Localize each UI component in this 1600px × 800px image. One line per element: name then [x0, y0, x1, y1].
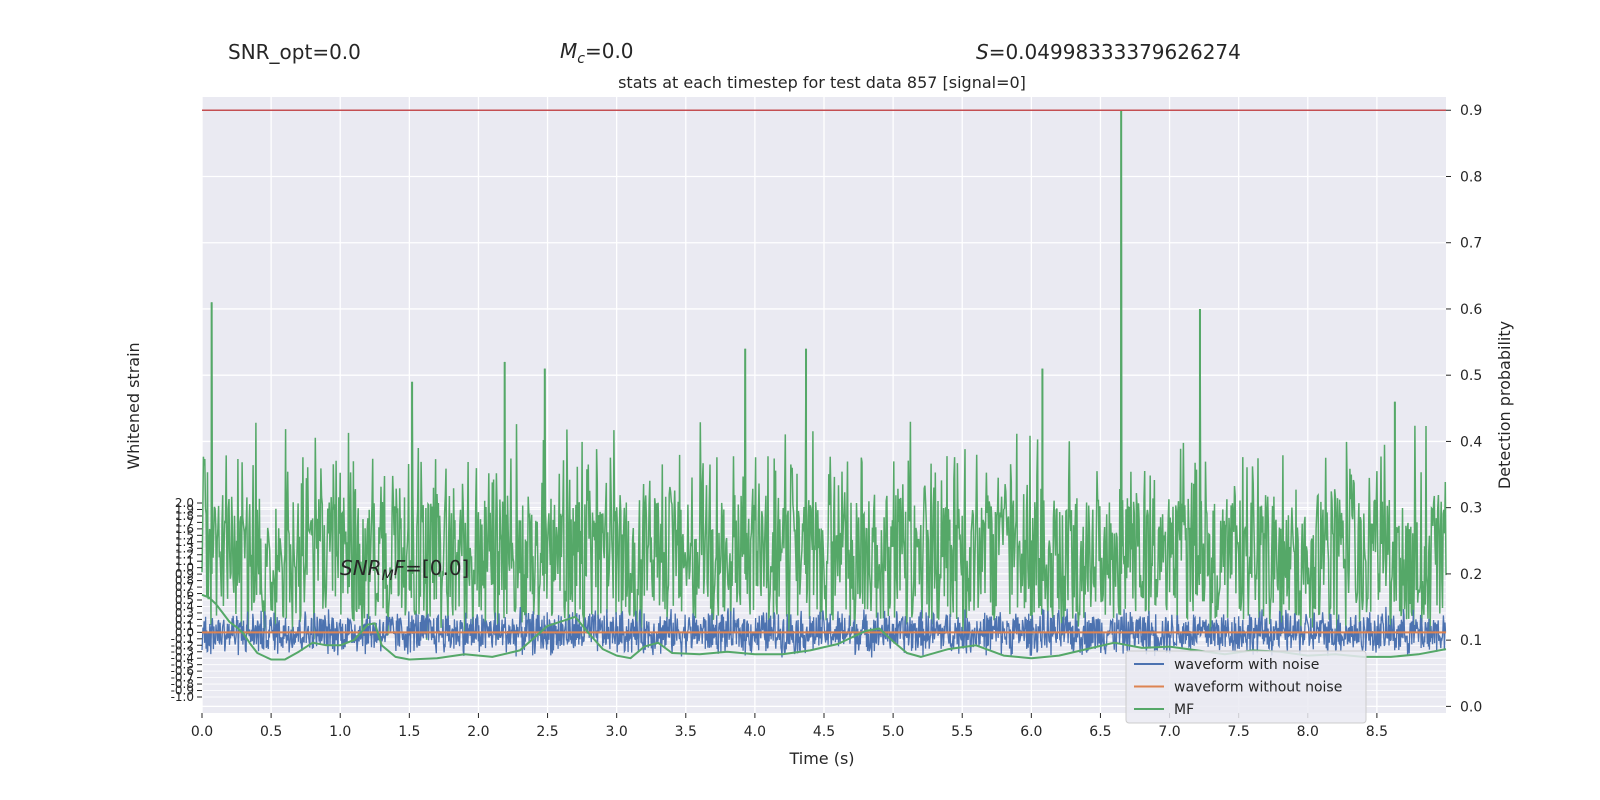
left-y-tick-label: 2.0	[175, 496, 194, 510]
legend-label: waveform with noise	[1174, 657, 1319, 673]
left-y-tick-label: -0.6	[171, 664, 194, 678]
right-y-tick-label: 0.3	[1460, 501, 1482, 517]
x-tick-label: 6.0	[1020, 724, 1042, 740]
waveform-with-noise-series	[201, 606, 1447, 658]
right-y-tick-label: 0.0	[1460, 699, 1482, 715]
x-tick-label: 7.5	[1228, 724, 1250, 740]
left-y-tick-label: -0.4	[171, 651, 194, 665]
s-label: S=0.04998333379626274	[976, 40, 1241, 64]
left-y-tick-label: 1.2	[175, 548, 194, 562]
x-axis-ticks: 0.0 0.5 1.0 1.5 2.0 2.5 3.0 3.5 4.0 4.5 5.0 5.5 6.0 6…	[191, 713, 1388, 740]
left-y-tick-label: 0.8	[175, 574, 194, 588]
snr-mf-value: =[0.0]	[405, 556, 469, 580]
left-y-tick-label: 1.1	[175, 554, 194, 568]
x-tick-label: 1.0	[329, 724, 351, 740]
left-y-tick-label: 0.3	[175, 606, 194, 620]
left-y-tick-label: 1.8	[175, 509, 194, 523]
right-y-tick-label: 0.9	[1460, 103, 1482, 119]
snr-mf-subscript: M	[382, 568, 394, 584]
left-y-tick-label: -0.5	[171, 658, 194, 672]
snr-mf-suffix: F	[394, 556, 406, 580]
right-y-axis-ticks: 0.0 0.1 0.2 0.3 0.4 0.5 0.6 0.7 0.8 0.9	[1446, 103, 1482, 715]
detection-probability-line	[201, 110, 1447, 640]
left-y-tick-label: 1.4	[175, 535, 194, 549]
left-y-tick-label: 0.1	[175, 619, 194, 633]
left-y-axis-label: Whitened strain	[124, 342, 143, 469]
left-y-tick-label: 0.9	[175, 567, 194, 581]
right-y-tick-label: 0.6	[1460, 302, 1482, 318]
left-y-tick-label: 0.0	[175, 625, 194, 639]
left-y-tick-label: 0.7	[175, 580, 194, 594]
x-axis-label: Time (s)	[788, 749, 854, 768]
left-y-tick-label: -0.8	[171, 677, 194, 691]
left-y-tick-label: -0.7	[171, 671, 194, 685]
mf-line	[201, 593, 1447, 661]
left-y-tick-label: -0.3	[171, 645, 194, 659]
snr-opt-label: SNR_opt=0.0	[228, 40, 361, 64]
waveform-with-noise-line	[201, 606, 1447, 658]
legend-items: waveform with noise waveform without nois…	[1134, 657, 1342, 718]
right-y-axis-label: Detection probability	[1495, 321, 1514, 489]
x-tick-label: 2.5	[536, 724, 558, 740]
left-y-tick-label: 0.6	[175, 587, 194, 601]
x-tick-label: 7.0	[1158, 724, 1180, 740]
right-y-tick-label: 0.2	[1460, 567, 1482, 583]
chart-title: stats at each timestep for test data 857…	[618, 73, 1026, 92]
x-tick-label: 2.0	[467, 724, 489, 740]
left-y-tick-label: 1.9	[175, 502, 194, 516]
snr-mf-prefix: SNR	[340, 556, 382, 580]
legend-label: MF	[1174, 702, 1194, 718]
x-tick-label: 8.0	[1297, 724, 1319, 740]
legend-box	[1125, 650, 1367, 724]
left-y-tick-label: 1.6	[175, 522, 194, 536]
legend: waveform with noise waveform without nois…	[1125, 650, 1367, 724]
s-value: =0.04998333379626274	[989, 40, 1241, 64]
left-y-tick-label: -0.2	[171, 638, 194, 652]
x-tick-label: 1.5	[398, 724, 420, 740]
snr-mf-annotation: SNRMF=[0.0]	[340, 556, 469, 584]
right-y-tick-label: 0.1	[1460, 633, 1482, 649]
x-tick-label: 5.5	[951, 724, 973, 740]
left-y-tick-label: -0.1	[171, 632, 194, 646]
x-tick-label: 4.0	[744, 724, 766, 740]
x-tick-label: 3.0	[606, 724, 628, 740]
x-tick-label: 8.5	[1366, 724, 1388, 740]
x-tick-label: 6.5	[1089, 724, 1111, 740]
x-tick-label: 3.5	[675, 724, 697, 740]
left-y-axis-ticks: -1.0-0.9-0.8-0.7-0.6-0.5-0.4-0.3-0.2-0.1…	[171, 496, 202, 704]
left-y-tick-label: 0.2	[175, 612, 194, 626]
left-y-tick-label: 0.4	[175, 599, 194, 613]
left-y-tick-label: 1.3	[175, 541, 194, 555]
left-y-tick-label: 0.5	[175, 593, 194, 607]
x-tick-label: 0.5	[260, 724, 282, 740]
left-y-tick-label: 1.0	[175, 561, 194, 575]
right-y-tick-label: 0.7	[1460, 236, 1482, 252]
x-tick-label: 0.0	[191, 724, 213, 740]
s-symbol: S	[976, 40, 989, 64]
left-y-tick-label: 1.7	[175, 515, 194, 529]
left-y-tick-label: -1.0	[171, 690, 194, 704]
right-y-tick-label: 0.4	[1460, 434, 1482, 450]
x-tick-label: 4.5	[813, 724, 835, 740]
legend-label: waveform without noise	[1174, 680, 1342, 696]
right-y-tick-label: 0.5	[1460, 368, 1482, 384]
mc-label: Mc=0.0	[560, 39, 634, 67]
left-y-tick-label: 1.5	[175, 528, 194, 542]
mc-subscript: c	[577, 51, 585, 67]
detection-probability-series	[201, 110, 1447, 640]
mf-series	[201, 593, 1447, 661]
x-tick-label: 5.0	[882, 724, 904, 740]
left-y-tick-label: -0.9	[171, 684, 194, 698]
mc-value: =0.0	[585, 39, 634, 63]
mc-symbol: M	[560, 39, 577, 63]
right-y-tick-label: 0.8	[1460, 169, 1482, 185]
